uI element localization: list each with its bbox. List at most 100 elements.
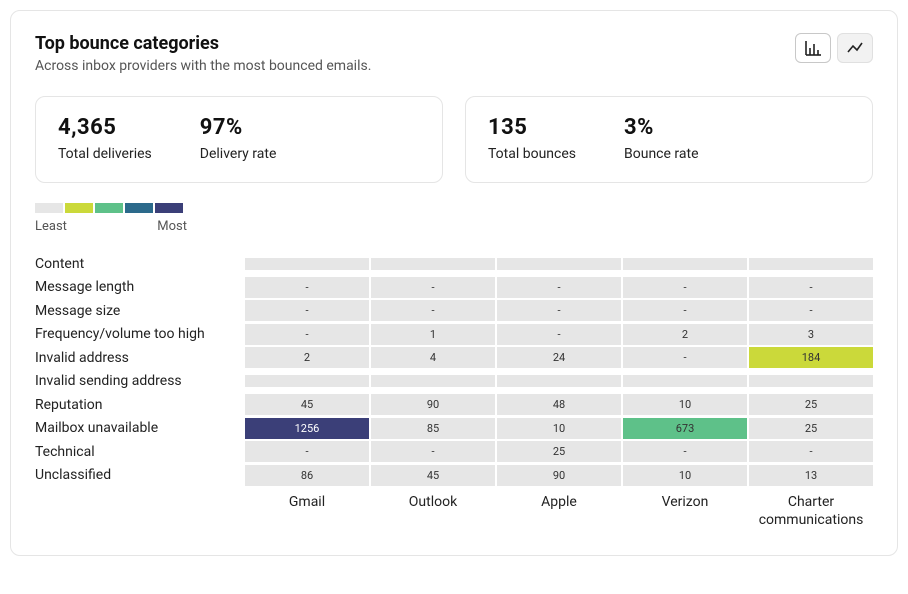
heatmap-cell[interactable]: -: [749, 300, 873, 321]
view-toggle: [795, 33, 873, 63]
heatmap-cell[interactable]: 673: [623, 418, 747, 439]
heatmap-cell[interactable]: -: [623, 277, 747, 298]
heatmap-cell[interactable]: -: [245, 300, 369, 321]
heatmap-cell[interactable]: -: [371, 300, 495, 321]
heatmap-cell[interactable]: 90: [497, 465, 621, 486]
legend-swatch-0: [35, 203, 63, 213]
card-title: Top bounce categories: [35, 33, 371, 54]
total-deliveries-label: Total deliveries: [58, 146, 152, 162]
heatmap-column-label: Verizon: [623, 493, 747, 529]
heatmap-cell[interactable]: 1: [371, 324, 495, 345]
card-subtitle: Across inbox providers with the most bou…: [35, 58, 371, 74]
heatmap-column-label: Apple: [497, 493, 621, 529]
heatmap-row: Reputation4590481025: [35, 393, 873, 416]
heatmap-row-label: Mailbox unavailable: [35, 420, 245, 436]
heatmap-cell[interactable]: [497, 375, 621, 387]
bounces-box: 135 Total bounces 3% Bounce rate: [465, 96, 873, 183]
heatmap-column-label: Gmail: [245, 493, 369, 529]
heatmap-cell[interactable]: [623, 258, 747, 270]
delivery-rate-label: Delivery rate: [200, 146, 277, 162]
heatmap-cell[interactable]: -: [371, 441, 495, 462]
heatmap-cell[interactable]: 10: [497, 418, 621, 439]
legend-swatch-1: [65, 203, 93, 213]
legend-swatch-2: [95, 203, 123, 213]
heatmap-row: Message length-----: [35, 276, 873, 299]
bounce-categories-card: Top bounce categories Across inbox provi…: [10, 10, 898, 556]
heatmap-cell[interactable]: [749, 375, 873, 387]
heatmap-cell[interactable]: 25: [749, 418, 873, 439]
heatmap-cell[interactable]: 25: [749, 394, 873, 415]
heatmap-row: Invalid address2424-184: [35, 346, 873, 369]
heatmap-cell[interactable]: 10: [623, 465, 747, 486]
heatmap-row-label: Message size: [35, 303, 245, 319]
heatmap-cell[interactable]: 4: [371, 347, 495, 368]
heatmap-legend: Least Most: [35, 203, 873, 234]
heatmap-cell[interactable]: -: [497, 300, 621, 321]
delivery-rate-value: 97%: [200, 115, 277, 140]
heatmap-row: Frequency/volume too high-1-23: [35, 323, 873, 346]
heatmap-row-label: Unclassified: [35, 467, 245, 483]
heatmap-cell[interactable]: 2: [623, 324, 747, 345]
heatmap-cell[interactable]: [749, 258, 873, 270]
heatmap-cell[interactable]: 86: [245, 465, 369, 486]
heatmap-cell[interactable]: -: [245, 277, 369, 298]
heatmap-cell[interactable]: -: [749, 441, 873, 462]
bar-chart-toggle[interactable]: [795, 33, 831, 63]
bar-chart-icon: [804, 40, 822, 56]
heatmap-cell[interactable]: -: [245, 324, 369, 345]
heatmap-row: Unclassified8645901013: [35, 464, 873, 487]
legend-most-label: Most: [157, 219, 187, 234]
heatmap-row: Invalid sending address: [35, 370, 873, 393]
heatmap-column-labels: GmailOutlookAppleVerizonCharter communic…: [245, 493, 873, 529]
heatmap-cell[interactable]: -: [623, 300, 747, 321]
heatmap-row-label: Reputation: [35, 397, 245, 413]
heatmap-row-label: Content: [35, 256, 245, 272]
bounce-rate-label: Bounce rate: [624, 146, 698, 162]
heatmap-column-label: Charter communications: [749, 493, 873, 529]
heatmap-row-label: Technical: [35, 444, 245, 460]
line-chart-icon: [846, 40, 864, 56]
total-bounces-value: 135: [488, 115, 576, 140]
heatmap-cell[interactable]: 184: [749, 347, 873, 368]
heatmap-row-label: Message length: [35, 279, 245, 295]
heatmap-cell[interactable]: 10: [623, 394, 747, 415]
heatmap-cell[interactable]: -: [749, 277, 873, 298]
heatmap-cell[interactable]: -: [623, 347, 747, 368]
line-chart-toggle[interactable]: [837, 33, 873, 63]
heatmap-cell[interactable]: 3: [749, 324, 873, 345]
heatmap-cell[interactable]: -: [497, 324, 621, 345]
heatmap-cell[interactable]: 45: [371, 465, 495, 486]
heatmap-cell[interactable]: 25: [497, 441, 621, 462]
heatmap-cell[interactable]: -: [371, 277, 495, 298]
legend-swatch-3: [125, 203, 153, 213]
heatmap-cell[interactable]: 45: [245, 394, 369, 415]
bounce-rate-value: 3%: [624, 115, 698, 140]
heatmap-row-label: Invalid sending address: [35, 373, 245, 389]
total-deliveries-value: 4,365: [58, 115, 152, 140]
heatmap-cell[interactable]: 90: [371, 394, 495, 415]
heatmap-cell[interactable]: 1256: [245, 418, 369, 439]
heatmap-column-label: Outlook: [371, 493, 495, 529]
heatmap-cell[interactable]: [371, 258, 495, 270]
heatmap-row-label: Invalid address: [35, 350, 245, 366]
heatmap-cell[interactable]: -: [245, 441, 369, 462]
heatmap-cell[interactable]: [245, 258, 369, 270]
heatmap-cell[interactable]: 85: [371, 418, 495, 439]
heatmap-cell[interactable]: -: [497, 277, 621, 298]
heatmap: ContentMessage length-----Message size--…: [35, 252, 873, 487]
heatmap-cell[interactable]: 2: [245, 347, 369, 368]
heatmap-cell[interactable]: [497, 258, 621, 270]
heatmap-row: Mailbox unavailable1256851067325: [35, 417, 873, 440]
heatmap-cell[interactable]: 13: [749, 465, 873, 486]
heatmap-row: Content: [35, 252, 873, 275]
heatmap-row: Message size-----: [35, 299, 873, 322]
heatmap-cell[interactable]: [371, 375, 495, 387]
stat-boxes: 4,365 Total deliveries 97% Delivery rate…: [35, 96, 873, 183]
heatmap-cell[interactable]: [245, 375, 369, 387]
heatmap-cell[interactable]: 48: [497, 394, 621, 415]
deliveries-box: 4,365 Total deliveries 97% Delivery rate: [35, 96, 443, 183]
heatmap-cell[interactable]: 24: [497, 347, 621, 368]
heatmap-cell[interactable]: [623, 375, 747, 387]
heatmap-row: Technical--25--: [35, 440, 873, 463]
heatmap-cell[interactable]: -: [623, 441, 747, 462]
